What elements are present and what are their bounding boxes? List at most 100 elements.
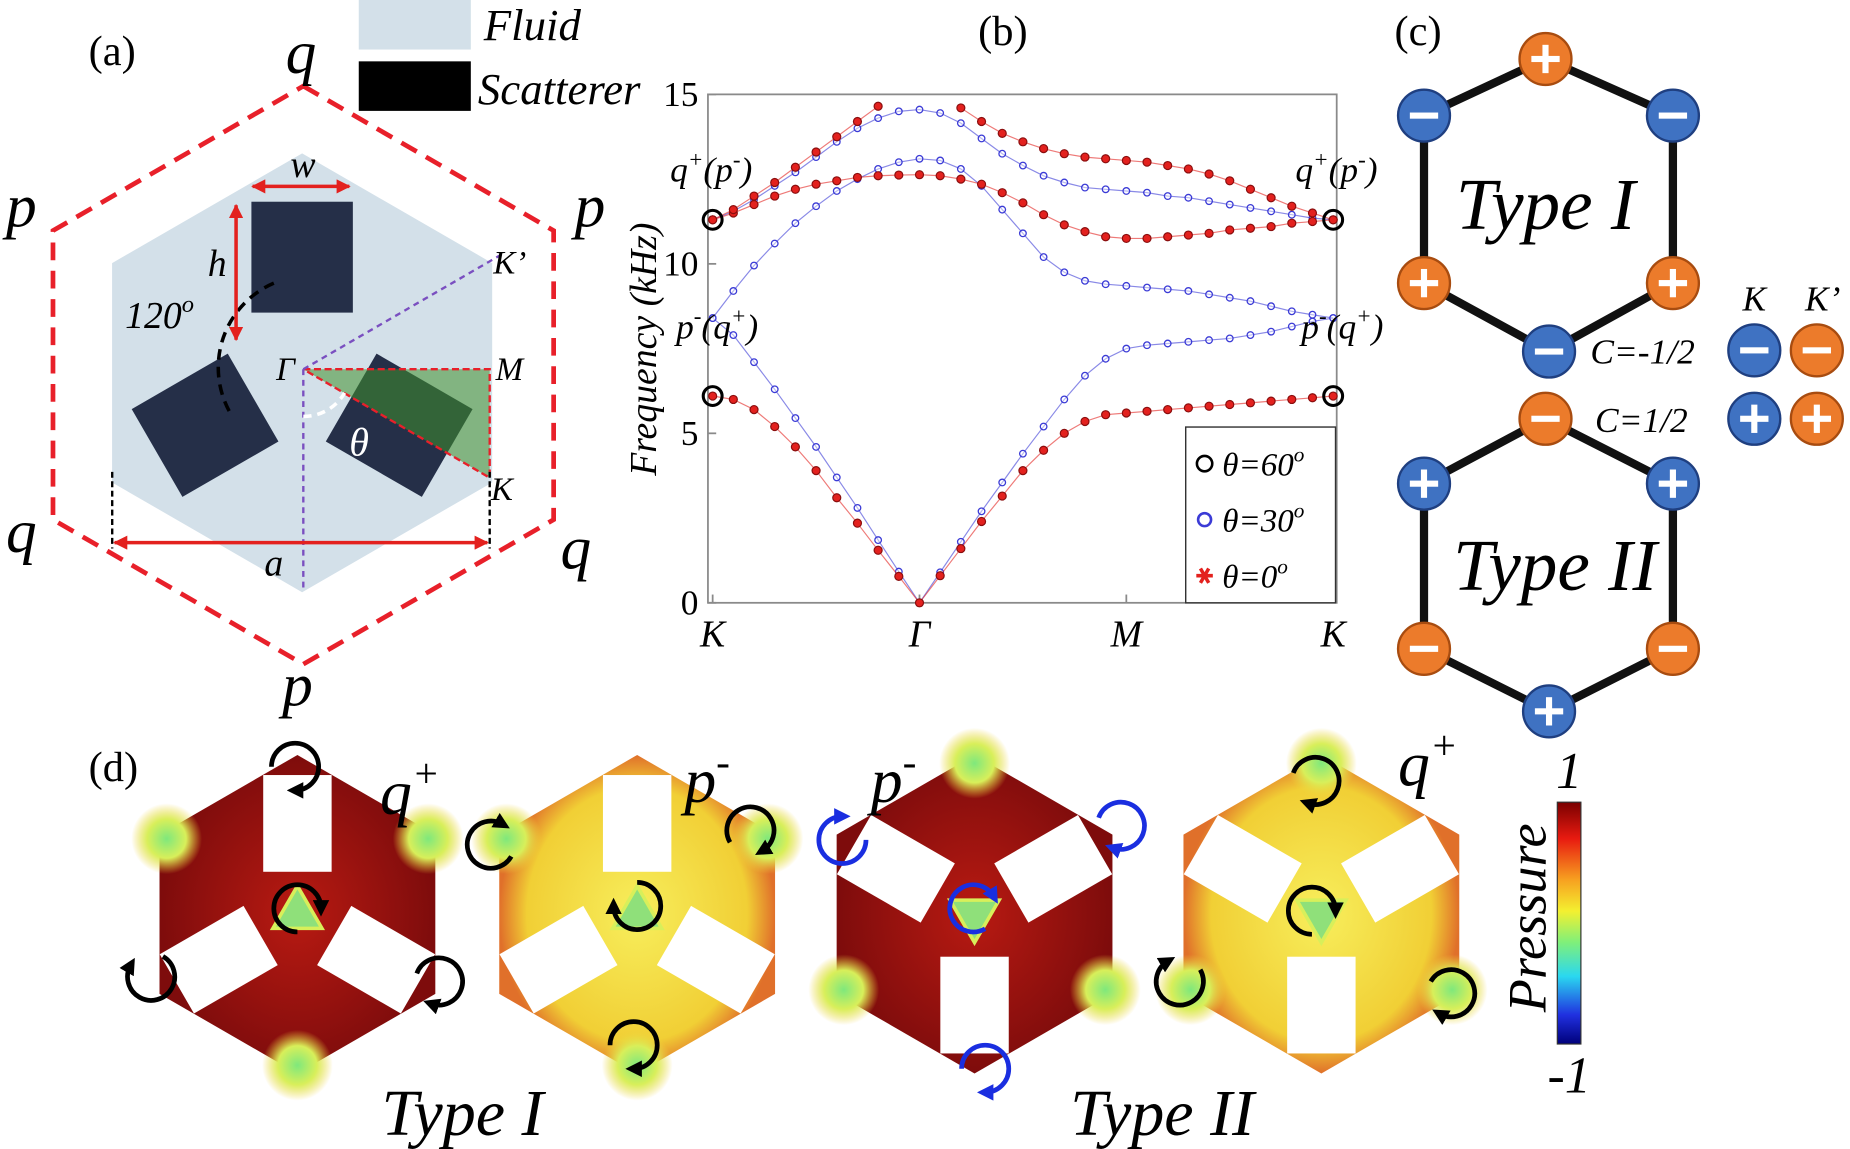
band-point xyxy=(977,134,986,143)
vortex-arrow xyxy=(607,1019,660,1078)
band-point xyxy=(708,391,718,401)
vortex-arrow xyxy=(1291,755,1342,814)
panel-label: (a) xyxy=(89,28,136,75)
mode-annotation-part: p xyxy=(1298,307,1319,347)
colorbar-min: -1 xyxy=(1547,1047,1590,1104)
corner-label: q xyxy=(286,19,317,87)
band-point xyxy=(935,571,945,581)
band-point xyxy=(790,162,800,172)
band-point xyxy=(749,191,759,201)
band-point xyxy=(1225,334,1234,343)
vortex-arrow xyxy=(464,812,514,871)
band-point xyxy=(1101,154,1111,164)
band-point xyxy=(914,170,925,180)
band-point xyxy=(1081,371,1089,380)
band-point xyxy=(1225,399,1235,410)
band-point xyxy=(1328,215,1338,225)
mode-annotation-part: q xyxy=(1295,150,1313,190)
band-point xyxy=(997,188,1007,198)
band-point xyxy=(852,116,863,127)
valley-label: K’ xyxy=(1804,278,1840,318)
band-point xyxy=(728,394,738,405)
theta-label: θ xyxy=(349,419,369,464)
mode-label: q+ xyxy=(1398,722,1458,800)
band-point xyxy=(1245,398,1256,408)
x-tick-label: K xyxy=(699,613,727,655)
legend-label: θ=0o xyxy=(1222,554,1288,595)
colorbar-max: 1 xyxy=(1556,743,1582,800)
sign-bar xyxy=(1531,415,1560,422)
band-point xyxy=(1307,393,1318,403)
band-line xyxy=(712,158,1334,319)
vortex-arrow xyxy=(947,882,998,935)
panel-label: (b) xyxy=(978,8,1028,55)
band-point xyxy=(832,132,842,142)
type-label: Type I xyxy=(1456,164,1639,245)
type-label: Type II xyxy=(1453,525,1660,606)
band-point xyxy=(1225,176,1235,186)
band-point xyxy=(956,164,965,173)
mode-label: p- xyxy=(867,738,917,816)
band-point xyxy=(770,191,780,201)
band-point xyxy=(1205,290,1214,299)
band-point xyxy=(832,187,841,195)
band-point xyxy=(976,179,987,189)
sign-bar xyxy=(1545,697,1553,726)
x-tick-label: Γ xyxy=(908,613,932,655)
field-hotspot xyxy=(1416,954,1488,1026)
band-point xyxy=(1287,201,1297,211)
zone-edge xyxy=(302,368,491,480)
vortex-arrow xyxy=(724,804,777,856)
mode-annotation: q+(p-) xyxy=(670,147,752,190)
legend-name-sup: o xyxy=(1277,554,1288,578)
sign-bar xyxy=(1420,469,1428,498)
band-point xyxy=(936,156,945,165)
scatterer-cutout xyxy=(499,905,618,1014)
band-point xyxy=(873,545,883,555)
scatterer-cutout xyxy=(159,905,278,1014)
band-point xyxy=(790,442,800,452)
legend-label: Fluid xyxy=(483,0,582,50)
band-point xyxy=(874,536,883,545)
band-point xyxy=(1308,310,1317,319)
band-point xyxy=(1018,137,1028,147)
mode-annotation-part: (p xyxy=(703,150,732,190)
type-label: Type II xyxy=(1070,1077,1257,1149)
band-point xyxy=(1204,169,1214,179)
band-point xyxy=(1121,233,1131,244)
angle-label-part: o xyxy=(182,291,194,318)
band-point xyxy=(1059,149,1069,159)
x-tick-label: K xyxy=(1320,613,1348,655)
symmetry-point: K xyxy=(490,472,515,508)
band-point xyxy=(729,287,738,295)
y-tick-label: 5 xyxy=(681,413,699,453)
y-tick-label: 15 xyxy=(663,74,698,114)
x-tick-label: M xyxy=(1110,613,1145,655)
y-tick-label: 10 xyxy=(663,244,698,284)
band-point xyxy=(998,478,1007,487)
dimension-label: w xyxy=(290,144,315,186)
sign-bar xyxy=(1420,268,1428,298)
unit-cell-boundary xyxy=(50,83,556,667)
mode-annotation-part: + xyxy=(731,304,747,329)
corner-label: p xyxy=(2,172,37,240)
mode-label-part: p xyxy=(680,745,716,816)
scatterer-arm xyxy=(131,353,279,497)
band-point xyxy=(708,215,718,225)
band-point xyxy=(873,101,883,111)
band-point xyxy=(1059,428,1069,438)
angle-arc xyxy=(216,281,275,414)
band-point xyxy=(894,170,904,180)
panel-label: (c) xyxy=(1395,8,1442,55)
band-point xyxy=(1183,164,1193,174)
band-point xyxy=(1163,339,1172,348)
band-point xyxy=(1142,157,1152,167)
band-point xyxy=(1060,178,1069,187)
scatterer-cutout xyxy=(1287,956,1356,1054)
band-point xyxy=(1266,396,1276,406)
chern-label: C=1/2 xyxy=(1595,400,1688,440)
sign-bar xyxy=(1669,268,1676,298)
sign-bar xyxy=(1658,112,1688,119)
colorbar xyxy=(1556,801,1582,1045)
band-line xyxy=(712,108,1334,221)
